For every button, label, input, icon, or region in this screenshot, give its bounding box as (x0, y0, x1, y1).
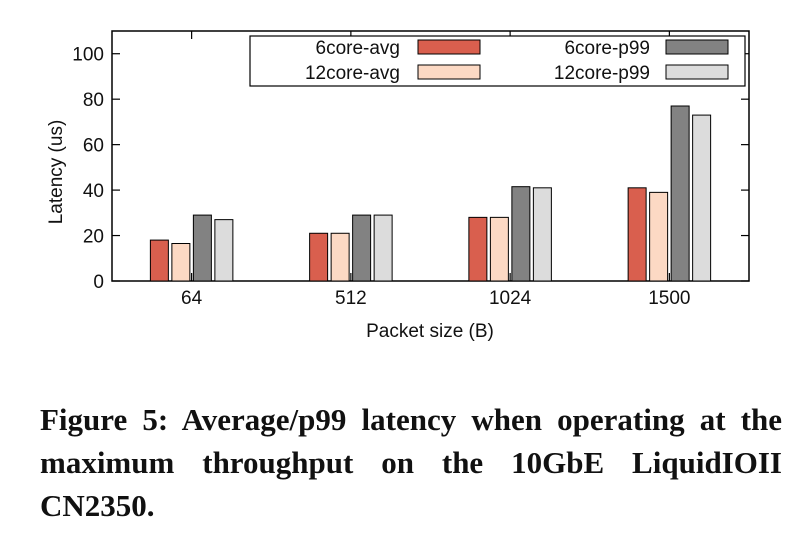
plot-frame (111, 30, 750, 282)
x-tick-label: 1024 (489, 288, 532, 309)
bar-6core-p99-64 (192, 214, 212, 282)
bars (149, 105, 712, 282)
y-tick-label: 60 (83, 136, 104, 157)
y-axis: 0 20 40 60 80 100 (72, 45, 749, 293)
y-tick-label: 40 (83, 181, 104, 202)
bar-12core-avg-64 (171, 243, 191, 282)
bar-6core-avg-64 (149, 239, 169, 282)
legend-swatch (665, 39, 729, 55)
bar-12core-p99-1024 (532, 187, 552, 282)
bar-12core-p99-512 (373, 214, 393, 282)
x-tick-label: 1500 (648, 288, 690, 309)
bar-6core-avg-512 (309, 232, 329, 282)
x-tick-label: 64 (181, 288, 203, 309)
bar-chart: 0 20 40 60 80 100 64 512 1024 1500 Packet size (… (46, 30, 750, 342)
bar-12core-p99-1500 (692, 114, 712, 282)
plot-border (111, 30, 750, 282)
x-axis-title: Packet size (B) (366, 321, 494, 342)
figure-caption: Figure 5: Average/p99 latency when opera… (40, 402, 782, 523)
legend: 6core-avg 12core-avg 6core-p99 12core-p99 (249, 35, 746, 87)
bar-12core-avg-1024 (489, 216, 509, 282)
y-tick-label: 100 (72, 45, 104, 66)
y-tick-label: 80 (83, 90, 104, 111)
y-axis-title: Latency (us) (46, 120, 67, 225)
bar-6core-avg-1024 (468, 216, 488, 282)
x-axis: 64 512 1024 1500 (181, 31, 691, 309)
legend-label: 6core-p99 (564, 38, 650, 59)
legend-swatch (665, 64, 729, 80)
legend-box (249, 35, 746, 87)
bar-12core-avg-512 (330, 232, 350, 282)
y-tick-label: 0 (93, 272, 104, 293)
bar-6core-p99-1024 (511, 186, 531, 282)
bar-12core-avg-1500 (649, 191, 669, 282)
x-tick-label: 512 (335, 288, 367, 309)
y-tick-label: 20 (83, 227, 104, 248)
legend-swatch (417, 39, 481, 55)
legend-label: 12core-avg (305, 63, 400, 84)
bar-12core-p99-64 (214, 219, 234, 282)
bar-6core-p99-512 (352, 214, 372, 282)
legend-label: 12core-p99 (554, 63, 650, 84)
legend-swatch (417, 64, 481, 80)
bar-6core-p99-1500 (670, 105, 690, 282)
bar-6core-avg-1500 (627, 187, 647, 282)
legend-label: 6core-avg (316, 38, 401, 59)
